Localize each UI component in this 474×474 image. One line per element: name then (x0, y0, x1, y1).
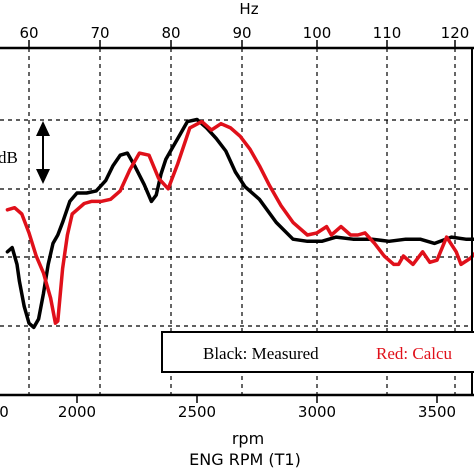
db-annotation-text: dB (0, 148, 18, 167)
top-tick-label-90: 90 (232, 24, 251, 42)
top-axis-label: Hz (239, 0, 258, 18)
db-arrow-head-up (36, 121, 50, 136)
legend-item-calculated: Red: Calcu (376, 344, 453, 363)
legend: Black: Measured Red: Calcu (161, 331, 474, 373)
legend-item-measured: Black: Measured (203, 344, 319, 363)
series-line-1 (5, 119, 474, 325)
bottom-tick-label-2500: 2500 (178, 403, 216, 421)
top-tick-label-70: 70 (90, 24, 109, 42)
bottom-tick-label-3500: 3500 (418, 403, 456, 421)
top-tick-label-60: 60 (19, 24, 38, 42)
ticks-bottom: 2000 2500 3000 3500 0 (0, 395, 456, 421)
top-tick-label-110: 110 (373, 24, 402, 42)
top-tick-label-80: 80 (161, 24, 180, 42)
x-axis-label: ENG RPM (T1) (189, 450, 301, 469)
db-arrow-head-down (36, 169, 50, 184)
top-tick-label-100: 100 (303, 24, 332, 42)
db-range-annotation: dB (0, 121, 50, 184)
legend-box (161, 331, 474, 373)
series-layer (5, 117, 474, 330)
bottom-tick-label-partial: 0 (0, 403, 9, 421)
ticks-top: 60 70 80 90 100 110 120 (19, 24, 469, 48)
bottom-tick-label-2000: 2000 (58, 403, 96, 421)
bottom-unit-label: rpm (232, 429, 264, 448)
top-tick-label-120: 120 (441, 24, 470, 42)
bottom-tick-label-3000: 3000 (298, 403, 336, 421)
